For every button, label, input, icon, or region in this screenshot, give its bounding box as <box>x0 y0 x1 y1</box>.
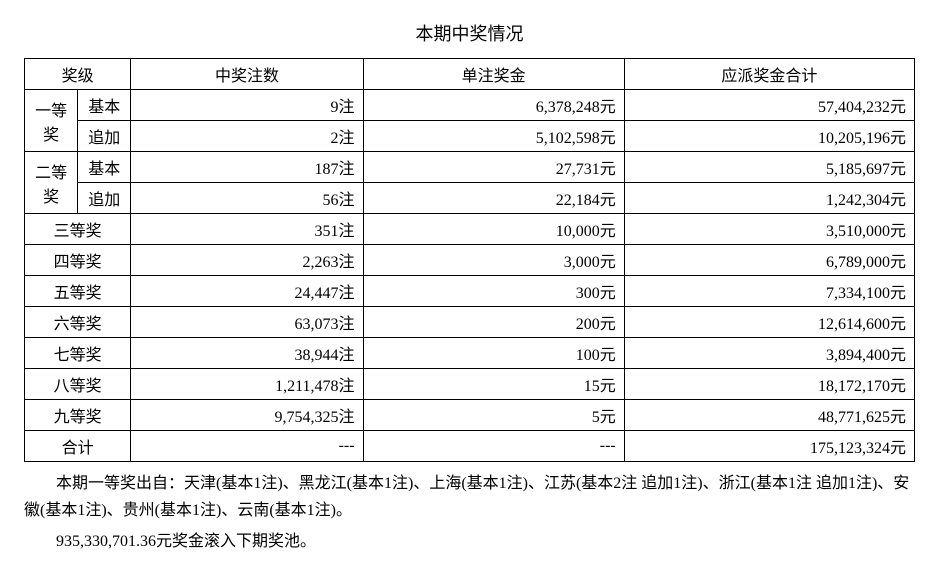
cell-unit: 3,000元 <box>363 245 624 276</box>
lottery-results-table: 奖级 中奖注数 单注奖金 应派奖金合计 一等奖 基本 9注 6,378,248元… <box>24 58 915 462</box>
cell-total: 3,510,000元 <box>624 214 914 245</box>
table-row: 二等奖 基本 187注 27,731元 5,185,697元 <box>25 152 915 183</box>
cell-unit: 5,102,598元 <box>363 121 624 152</box>
cell-total: 12,614,600元 <box>624 307 914 338</box>
header-count: 中奖注数 <box>131 59 363 90</box>
cell-count: 24,447注 <box>131 276 363 307</box>
level-first: 一等奖 <box>25 90 78 152</box>
cell-total: 1,242,304元 <box>624 183 914 214</box>
level-sum: 合计 <box>25 431 131 462</box>
header-level: 奖级 <box>25 59 131 90</box>
cell-count: 2,263注 <box>131 245 363 276</box>
footer-winners: 本期一等奖出自：天津(基本1注)、黑龙江(基本1注)、上海(基本1注)、江苏(基… <box>24 470 915 524</box>
sub-additional: 追加 <box>78 183 131 214</box>
sub-basic: 基本 <box>78 152 131 183</box>
cell-count: 187注 <box>131 152 363 183</box>
cell-count: 38,944注 <box>131 338 363 369</box>
level-fifth: 五等奖 <box>25 276 131 307</box>
cell-unit: 22,184元 <box>363 183 624 214</box>
table-row-sum: 合计 --- --- 175,123,324元 <box>25 431 915 462</box>
table-row: 一等奖 基本 9注 6,378,248元 57,404,232元 <box>25 90 915 121</box>
table-row: 四等奖 2,263注 3,000元 6,789,000元 <box>25 245 915 276</box>
cell-count: --- <box>131 431 363 462</box>
cell-unit: 200元 <box>363 307 624 338</box>
cell-count: 351注 <box>131 214 363 245</box>
level-fourth: 四等奖 <box>25 245 131 276</box>
cell-total: 48,771,625元 <box>624 400 914 431</box>
cell-unit: 15元 <box>363 369 624 400</box>
level-sixth: 六等奖 <box>25 307 131 338</box>
cell-unit: 300元 <box>363 276 624 307</box>
cell-count: 9,754,325注 <box>131 400 363 431</box>
cell-total: 5,185,697元 <box>624 152 914 183</box>
cell-total: 18,172,170元 <box>624 369 914 400</box>
cell-total: 175,123,324元 <box>624 431 914 462</box>
cell-unit: --- <box>363 431 624 462</box>
table-row: 七等奖 38,944注 100元 3,894,400元 <box>25 338 915 369</box>
table-row: 九等奖 9,754,325注 5元 48,771,625元 <box>25 400 915 431</box>
level-ninth: 九等奖 <box>25 400 131 431</box>
cell-unit: 5元 <box>363 400 624 431</box>
footer-rollover: 935,330,701.36元奖金滚入下期奖池。 <box>24 528 915 555</box>
cell-total: 6,789,000元 <box>624 245 914 276</box>
table-row: 五等奖 24,447注 300元 7,334,100元 <box>25 276 915 307</box>
table-row: 六等奖 63,073注 200元 12,614,600元 <box>25 307 915 338</box>
cell-count: 2注 <box>131 121 363 152</box>
cell-total: 7,334,100元 <box>624 276 914 307</box>
sub-basic: 基本 <box>78 90 131 121</box>
cell-unit: 6,378,248元 <box>363 90 624 121</box>
header-unit-prize: 单注奖金 <box>363 59 624 90</box>
cell-unit: 27,731元 <box>363 152 624 183</box>
level-third: 三等奖 <box>25 214 131 245</box>
cell-count: 1,211,478注 <box>131 369 363 400</box>
table-row: 追加 2注 5,102,598元 10,205,196元 <box>25 121 915 152</box>
cell-total: 3,894,400元 <box>624 338 914 369</box>
cell-count: 56注 <box>131 183 363 214</box>
level-eighth: 八等奖 <box>25 369 131 400</box>
header-row: 奖级 中奖注数 单注奖金 应派奖金合计 <box>25 59 915 90</box>
cell-count: 63,073注 <box>131 307 363 338</box>
cell-total: 10,205,196元 <box>624 121 914 152</box>
page-title: 本期中奖情况 <box>24 20 915 46</box>
table-row: 追加 56注 22,184元 1,242,304元 <box>25 183 915 214</box>
table-row: 八等奖 1,211,478注 15元 18,172,170元 <box>25 369 915 400</box>
cell-total: 57,404,232元 <box>624 90 914 121</box>
header-total-prize: 应派奖金合计 <box>624 59 914 90</box>
table-row: 三等奖 351注 10,000元 3,510,000元 <box>25 214 915 245</box>
cell-count: 9注 <box>131 90 363 121</box>
sub-additional: 追加 <box>78 121 131 152</box>
cell-unit: 10,000元 <box>363 214 624 245</box>
level-second: 二等奖 <box>25 152 78 214</box>
level-seventh: 七等奖 <box>25 338 131 369</box>
cell-unit: 100元 <box>363 338 624 369</box>
